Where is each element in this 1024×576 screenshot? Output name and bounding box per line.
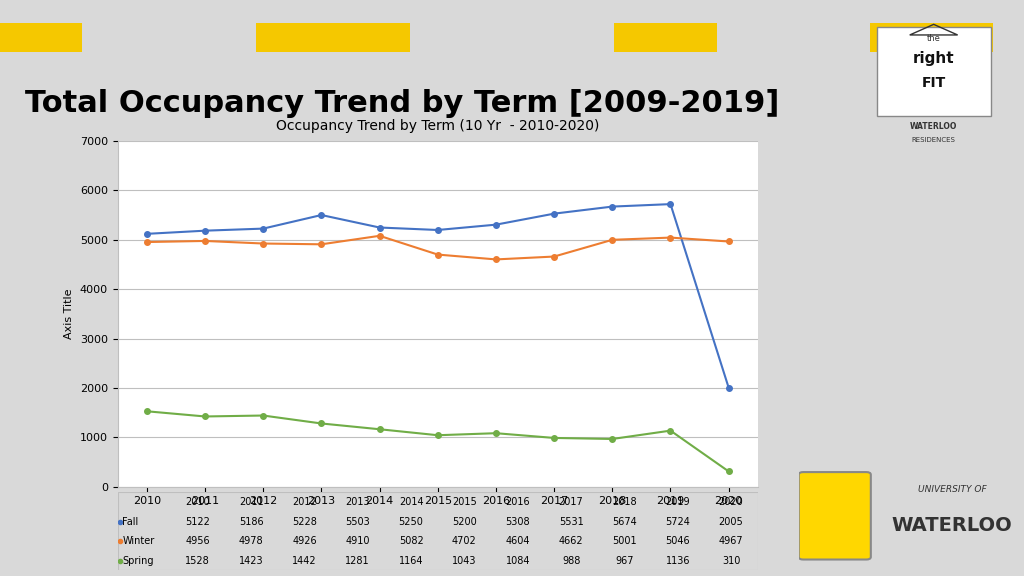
Winter (199, 237, 211, 244)
Text: 4956: 4956 (185, 536, 210, 546)
Text: WATERLOO: WATERLOO (910, 122, 957, 131)
Text: 5082: 5082 (398, 536, 424, 546)
Text: 2019: 2019 (666, 497, 690, 507)
Text: 5250: 5250 (398, 517, 424, 526)
Text: 1281: 1281 (345, 555, 370, 566)
Spring (606, 435, 618, 442)
Text: 2014: 2014 (398, 497, 423, 507)
FancyBboxPatch shape (256, 23, 410, 52)
Winter (374, 232, 386, 239)
Text: 1423: 1423 (239, 555, 263, 566)
Text: 4702: 4702 (452, 536, 477, 546)
Fall (548, 210, 560, 217)
Fall (315, 211, 328, 218)
Text: 5046: 5046 (666, 536, 690, 546)
Text: 5186: 5186 (239, 517, 263, 526)
Text: 1084: 1084 (506, 555, 530, 566)
Y-axis label: Axis Title: Axis Title (65, 289, 75, 339)
Text: 1528: 1528 (185, 555, 210, 566)
FancyBboxPatch shape (614, 23, 717, 52)
Text: 1164: 1164 (398, 555, 423, 566)
Text: UNIVERSITY OF: UNIVERSITY OF (918, 486, 986, 494)
Text: 4910: 4910 (345, 536, 370, 546)
Text: 2012: 2012 (292, 497, 316, 507)
Spring (548, 434, 560, 441)
Text: 2010: 2010 (185, 497, 210, 507)
Spring (140, 408, 153, 415)
Text: 4662: 4662 (559, 536, 584, 546)
Text: Spring: Spring (122, 555, 154, 566)
Text: 5674: 5674 (612, 517, 637, 526)
Fall (257, 225, 269, 232)
Fall (374, 224, 386, 231)
Text: 5308: 5308 (506, 517, 530, 526)
Text: 2015: 2015 (452, 497, 477, 507)
Fall (140, 230, 153, 237)
Text: WATERLOO: WATERLOO (892, 516, 1013, 535)
Text: 2016: 2016 (506, 497, 530, 507)
FancyBboxPatch shape (870, 23, 993, 52)
Line: Fall: Fall (144, 202, 731, 391)
Spring (489, 430, 502, 437)
Text: 1442: 1442 (292, 555, 316, 566)
Fall (489, 221, 502, 228)
Text: 2018: 2018 (612, 497, 637, 507)
Spring (723, 468, 735, 475)
Winter (548, 253, 560, 260)
Winter (431, 251, 443, 258)
Line: Spring: Spring (144, 408, 731, 474)
Text: 5724: 5724 (666, 517, 690, 526)
Text: 4978: 4978 (239, 536, 263, 546)
Text: 2017: 2017 (559, 497, 584, 507)
Spring (315, 420, 328, 427)
Text: 2005: 2005 (719, 517, 743, 526)
Text: Winter: Winter (122, 536, 155, 546)
Title: Occupancy Trend by Term (10 Yr  - 2010-2020): Occupancy Trend by Term (10 Yr - 2010-20… (276, 119, 599, 133)
Spring (257, 412, 269, 419)
Text: 2011: 2011 (239, 497, 263, 507)
Fall (606, 203, 618, 210)
Fall (723, 384, 735, 391)
Text: Total Occupancy Trend by Term [2009-2019]: Total Occupancy Trend by Term [2009-2019… (26, 89, 779, 118)
Text: 1043: 1043 (453, 555, 477, 566)
FancyBboxPatch shape (0, 23, 82, 52)
Text: 2020: 2020 (719, 497, 743, 507)
Text: 988: 988 (562, 555, 581, 566)
Text: 2013: 2013 (345, 497, 370, 507)
Text: Fall: Fall (122, 517, 138, 526)
FancyBboxPatch shape (799, 472, 870, 559)
Winter (257, 240, 269, 247)
Text: RESIDENCES: RESIDENCES (911, 137, 955, 143)
Spring (665, 427, 677, 434)
Fall (199, 227, 211, 234)
Spring (374, 426, 386, 433)
Text: 5503: 5503 (345, 517, 370, 526)
Spring (199, 413, 211, 420)
Text: FIT: FIT (922, 75, 946, 90)
Text: 5228: 5228 (292, 517, 316, 526)
Winter (723, 238, 735, 245)
Text: 4604: 4604 (506, 536, 530, 546)
FancyBboxPatch shape (877, 27, 991, 116)
Text: 967: 967 (615, 555, 634, 566)
Fall (665, 200, 677, 207)
Text: 1136: 1136 (666, 555, 690, 566)
Text: 310: 310 (722, 555, 740, 566)
Text: 5122: 5122 (185, 517, 210, 526)
Text: 5001: 5001 (612, 536, 637, 546)
Text: 4967: 4967 (719, 536, 743, 546)
Winter (140, 238, 153, 245)
Winter (315, 241, 328, 248)
Text: 4926: 4926 (292, 536, 316, 546)
Text: the: the (927, 35, 941, 43)
Winter (606, 236, 618, 243)
Text: 5531: 5531 (559, 517, 584, 526)
Fall (431, 226, 443, 233)
Winter (665, 234, 677, 241)
Text: right: right (912, 51, 954, 66)
Winter (489, 256, 502, 263)
Spring (431, 432, 443, 439)
Text: 5200: 5200 (452, 517, 477, 526)
Line: Winter: Winter (144, 233, 731, 262)
